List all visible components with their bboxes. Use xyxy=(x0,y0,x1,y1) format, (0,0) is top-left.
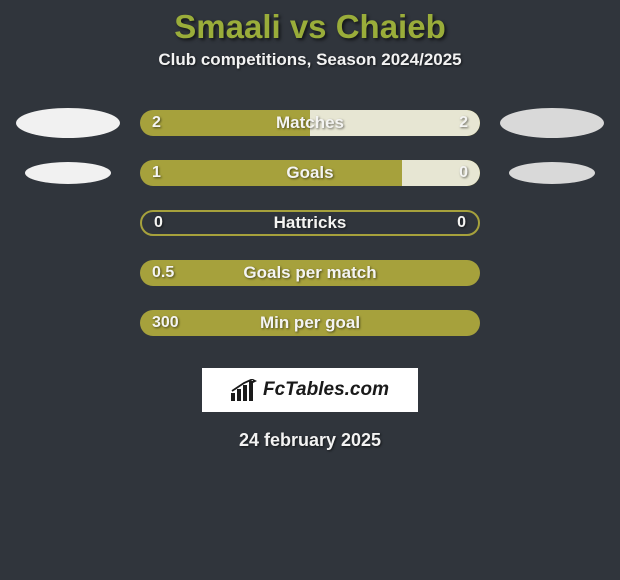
stat-value-right: 2 xyxy=(459,114,468,132)
stat-bar: 300 Min per goal xyxy=(140,310,480,336)
player-badge-right xyxy=(500,108,604,138)
left-badge-slot xyxy=(16,308,120,338)
right-badge-slot xyxy=(500,258,604,288)
stat-value-left: 1 xyxy=(152,164,161,182)
right-badge-slot xyxy=(500,208,604,238)
logo-text: FcTables.com xyxy=(263,379,389,401)
stat-row: 2 2 Matches xyxy=(0,108,620,138)
right-badge-slot xyxy=(500,108,604,138)
stat-value-right: 0 xyxy=(459,164,468,182)
stat-label: Hattricks xyxy=(274,213,347,233)
left-badge-slot xyxy=(16,258,120,288)
left-badge-slot xyxy=(16,158,120,188)
stat-value-left: 0.5 xyxy=(152,264,174,282)
site-logo: FcTables.com xyxy=(202,368,418,412)
stat-bar: 0.5 Goals per match xyxy=(140,260,480,286)
stat-row: 0 0 Hattricks xyxy=(0,208,620,238)
stat-value-left: 0 xyxy=(154,214,163,232)
stat-row: 0.5 Goals per match xyxy=(0,258,620,288)
right-badge-slot xyxy=(500,158,604,188)
bars-icon xyxy=(231,379,257,401)
page-subtitle: Club competitions, Season 2024/2025 xyxy=(0,50,620,70)
stat-label: Goals xyxy=(286,163,333,183)
stat-bar: 1 0 Goals xyxy=(140,160,480,186)
footer-date: 24 february 2025 xyxy=(0,430,620,451)
stat-value-left: 300 xyxy=(152,314,179,332)
bar-fill-right xyxy=(402,160,480,186)
stat-value-right: 0 xyxy=(457,214,466,232)
player-badge-left xyxy=(25,162,111,184)
stat-label: Goals per match xyxy=(243,263,376,283)
right-badge-slot xyxy=(500,308,604,338)
left-badge-slot xyxy=(16,208,120,238)
stat-label: Min per goal xyxy=(260,313,360,333)
left-badge-slot xyxy=(16,108,120,138)
stat-value-left: 2 xyxy=(152,114,161,132)
player-badge-left xyxy=(16,108,120,138)
page-title: Smaali vs Chaieb xyxy=(0,0,620,46)
stat-row: 300 Min per goal xyxy=(0,308,620,338)
stat-label: Matches xyxy=(276,113,344,133)
stat-bar: 2 2 Matches xyxy=(140,110,480,136)
player-badge-right xyxy=(509,162,595,184)
comparison-chart: 2 2 Matches 1 0 Goals 0 0 Hattricks 0.5 Goals per … xyxy=(0,108,620,338)
stat-bar: 0 0 Hattricks xyxy=(140,210,480,236)
stat-row: 1 0 Goals xyxy=(0,158,620,188)
